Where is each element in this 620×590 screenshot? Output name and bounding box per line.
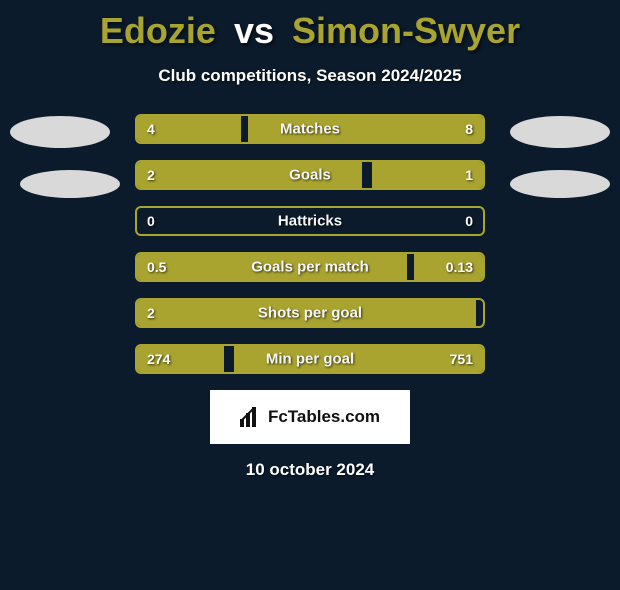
- vs-label: vs: [234, 10, 274, 51]
- player1-club-avatar: [20, 170, 120, 198]
- stat-label: Shots per goal: [258, 305, 362, 322]
- player1-name: Edozie: [100, 10, 216, 51]
- stat-value-right: 0: [465, 213, 473, 229]
- stat-label: Min per goal: [266, 351, 354, 368]
- stat-label: Goals: [289, 167, 331, 184]
- stat-value-left: 0.5: [147, 259, 166, 275]
- stat-value-right: 1: [465, 167, 473, 183]
- stat-bar: 0.5 0.13 Goals per match: [135, 252, 485, 282]
- stat-bar: 0 0 Hattricks: [135, 206, 485, 236]
- comparison-title: Edozie vs Simon-Swyer: [0, 10, 620, 52]
- stat-value-left: 2: [147, 167, 155, 183]
- stat-value-right: 8: [465, 121, 473, 137]
- stat-bars: 4 8 Matches 2 1 Goals 0 0 Hattricks 0.5 0.13 Goals …: [135, 114, 485, 374]
- bars-icon: [240, 407, 262, 427]
- stat-value-right: 0.13: [446, 259, 473, 275]
- stat-label: Hattricks: [278, 213, 342, 230]
- player2-avatar: [510, 116, 610, 148]
- stat-bar: 2 Shots per goal: [135, 298, 485, 328]
- stat-bar: 274 751 Min per goal: [135, 344, 485, 374]
- stat-value-right: 751: [450, 351, 473, 367]
- player2-club-avatar: [510, 170, 610, 198]
- stat-value-left: 2: [147, 305, 155, 321]
- stat-value-left: 274: [147, 351, 170, 367]
- fctables-logo: FcTables.com: [210, 390, 410, 444]
- date-label: 10 october 2024: [0, 460, 620, 480]
- stat-label: Goals per match: [251, 259, 369, 276]
- stat-value-left: 4: [147, 121, 155, 137]
- stat-value-left: 0: [147, 213, 155, 229]
- stat-bar: 2 1 Goals: [135, 160, 485, 190]
- stat-label: Matches: [280, 121, 340, 138]
- player2-name: Simon-Swyer: [292, 10, 520, 51]
- stat-bar: 4 8 Matches: [135, 114, 485, 144]
- subtitle: Club competitions, Season 2024/2025: [0, 66, 620, 86]
- player1-avatar: [10, 116, 110, 148]
- logo-text: FcTables.com: [268, 407, 380, 427]
